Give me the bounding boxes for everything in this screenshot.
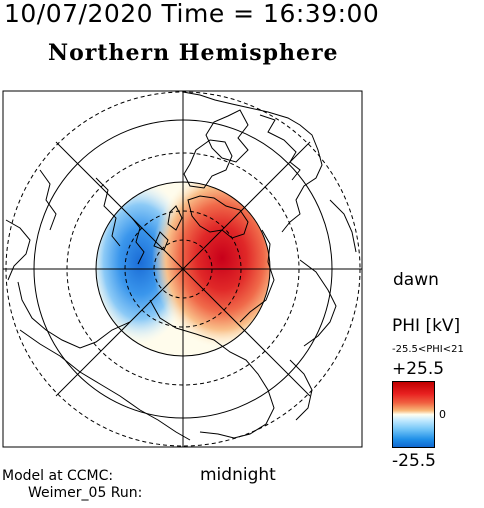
run-credit: Weimer_05 Run: — [28, 485, 143, 501]
legend-title: PHI [kV] — [392, 316, 461, 336]
legend-range: -25.5<PHI<21 — [392, 344, 464, 355]
graticule — [3, 91, 362, 447]
legend-max-value: +25.5 — [392, 359, 445, 379]
colorbar — [392, 381, 435, 448]
legend-min-value: -25.5 — [392, 451, 436, 471]
dawn-label: dawn — [393, 270, 439, 290]
legend-zero-value: 0 — [439, 408, 446, 421]
hemisphere-title: Northern Hemisphere — [48, 40, 339, 66]
model-credit: Model at CCMC: — [2, 468, 114, 484]
midnight-label: midnight — [200, 465, 276, 485]
date-time-header: 10/07/2020 Time = 16:39:00 — [4, 0, 380, 28]
